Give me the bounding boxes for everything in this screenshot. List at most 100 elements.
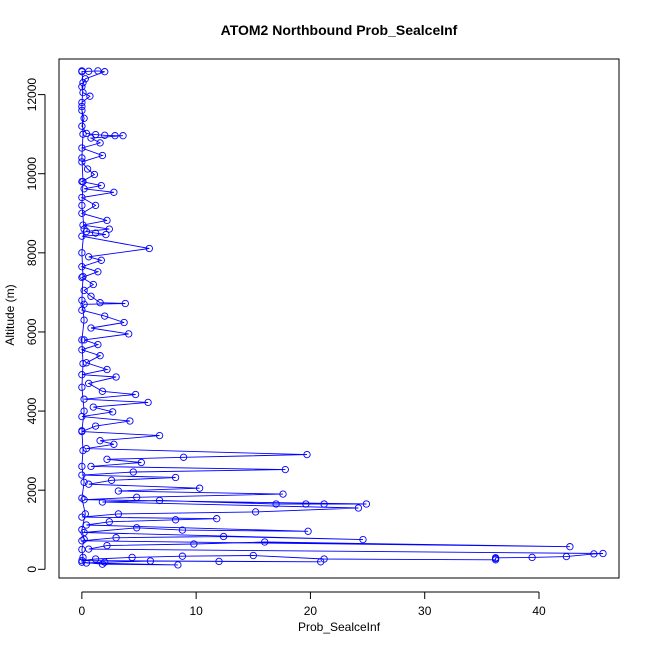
- data-point: [78, 232, 86, 240]
- data-point: [114, 510, 123, 518]
- data-point: [78, 98, 86, 107]
- data-point: [111, 132, 119, 140]
- data-point: [89, 403, 97, 411]
- data-point: [105, 518, 113, 526]
- data-point: [317, 558, 325, 566]
- data-point: [78, 336, 86, 344]
- data-point: [82, 129, 91, 138]
- data-point: [491, 556, 500, 564]
- data-point: [79, 272, 87, 281]
- data-point: [78, 193, 86, 202]
- data-point: [251, 508, 260, 516]
- data-point: [120, 318, 128, 327]
- data-point: [78, 306, 86, 314]
- data-point: [78, 144, 86, 152]
- data-point: [144, 398, 152, 407]
- data-point: [80, 185, 88, 193]
- data-point: [78, 102, 86, 111]
- data-point: [215, 557, 223, 566]
- data-point: [96, 299, 104, 307]
- data-point: [179, 453, 188, 461]
- data-point: [112, 373, 120, 381]
- data-point: [80, 114, 88, 122]
- data-point: [78, 263, 86, 271]
- y-axis-label: Altitude (m): [3, 284, 17, 345]
- data-point: [103, 541, 111, 550]
- data-point: [91, 229, 100, 237]
- series-line: [80, 70, 604, 566]
- x-axis: 0 10 20 30 40: [79, 591, 546, 618]
- data-point: [121, 299, 129, 308]
- data-point: [133, 524, 141, 532]
- data-point: [78, 122, 86, 130]
- data-point: [78, 537, 86, 545]
- data-point: [78, 67, 86, 75]
- data-point: [101, 312, 109, 320]
- data-point: [80, 225, 88, 233]
- data-point: [109, 408, 117, 416]
- y-axis: 0 2000 4000 6000 8000 10000 12000: [25, 78, 46, 573]
- data-point: [78, 371, 86, 379]
- data-point: [219, 532, 228, 541]
- data-point: [79, 88, 87, 97]
- data-point: [171, 473, 180, 482]
- data-point: [82, 359, 91, 367]
- x-tick-label: 0: [79, 604, 86, 618]
- data-point: [171, 516, 180, 524]
- data-point: [114, 487, 123, 495]
- y-tick-label: 0: [25, 566, 39, 573]
- data-point: [87, 134, 95, 142]
- data-point: [78, 427, 86, 435]
- data-point: [80, 286, 88, 295]
- data-point: [133, 493, 141, 501]
- data-point: [82, 521, 91, 529]
- data-point: [562, 552, 571, 561]
- data-point: [98, 498, 107, 506]
- data-point: [320, 500, 328, 508]
- data-point: [91, 555, 100, 563]
- data-point: [80, 336, 88, 344]
- data-point: [86, 92, 94, 100]
- data-point: [97, 181, 105, 190]
- data-point: [281, 465, 289, 474]
- data-point: [566, 543, 574, 551]
- data-point: [102, 230, 110, 239]
- data-point: [128, 553, 136, 562]
- data-point: [78, 158, 86, 166]
- data-point: [101, 68, 109, 76]
- data-point: [178, 526, 187, 534]
- data-point: [131, 390, 140, 399]
- data-point: [354, 504, 363, 512]
- data-point: [81, 510, 89, 518]
- data-point: [249, 551, 257, 560]
- data-point: [190, 540, 198, 548]
- data-point: [103, 365, 111, 374]
- data-point: [80, 496, 88, 504]
- y-tick-label: 2000: [25, 477, 39, 504]
- data-point: [82, 559, 91, 567]
- data-point: [96, 352, 104, 360]
- data-point: [78, 383, 86, 391]
- data-point: [79, 221, 87, 229]
- x-tick-label: 40: [532, 604, 546, 618]
- data-point: [155, 431, 164, 440]
- data-point: [125, 330, 133, 338]
- data-point: [590, 550, 598, 558]
- data-point: [78, 201, 86, 210]
- data-point: [98, 151, 107, 160]
- data-point: [79, 359, 87, 368]
- x-tick-label: 10: [189, 604, 203, 618]
- y-tick-label: 10000: [25, 157, 39, 191]
- x-tick-label: 30: [418, 604, 432, 618]
- data-point: [302, 500, 310, 508]
- data-point: [98, 387, 107, 395]
- data-point: [79, 553, 87, 562]
- data-point: [78, 346, 86, 354]
- y-tick-label: 8000: [25, 239, 39, 266]
- x-axis-label: Prob_SealceInf: [298, 620, 381, 634]
- data-point: [78, 471, 86, 479]
- data-point: [599, 549, 607, 558]
- data-point: [87, 462, 95, 471]
- data-point: [85, 253, 93, 261]
